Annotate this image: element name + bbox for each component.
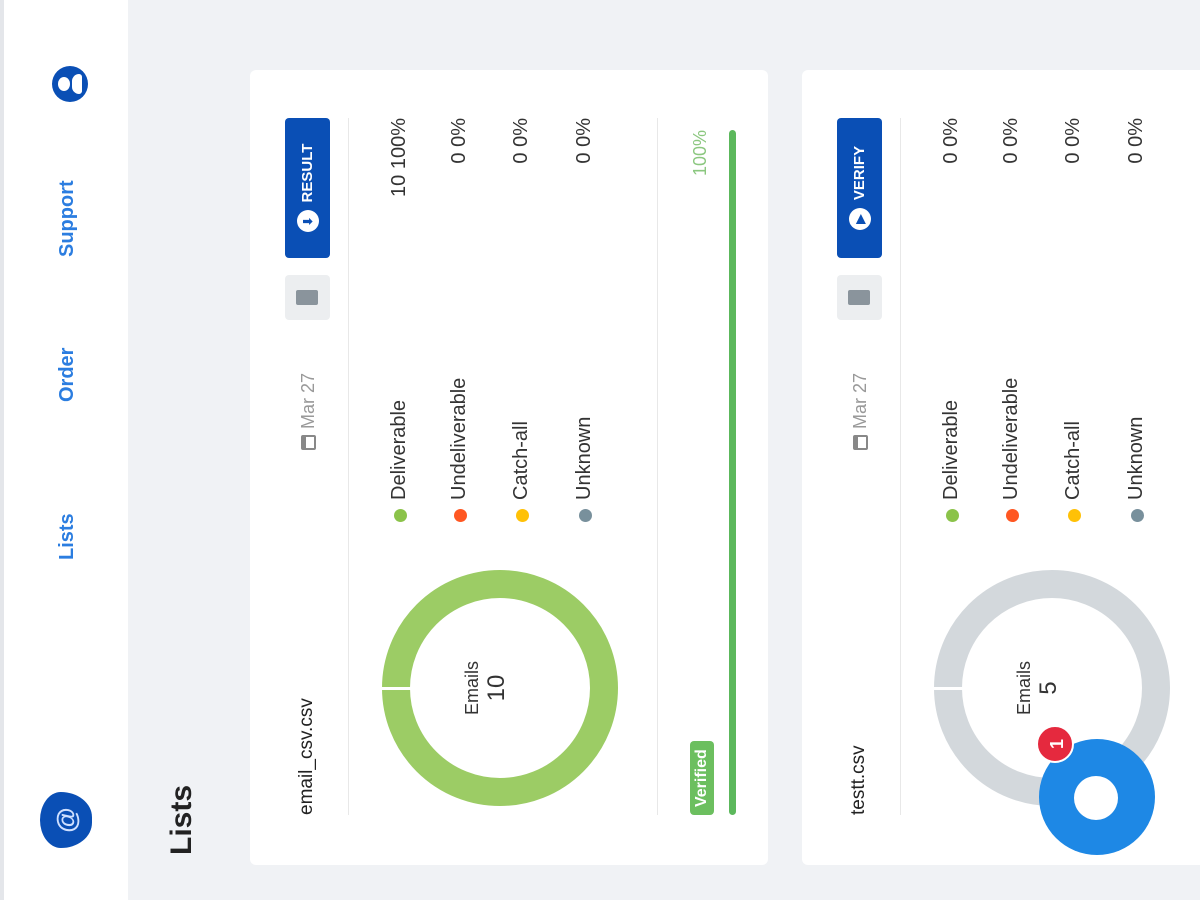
legend-row: Undeliverable 0 0%	[445, 118, 475, 522]
legend-label: Catch-all	[1062, 421, 1084, 500]
button-label: RESULT	[299, 143, 316, 203]
legend-value: 0 0%	[448, 118, 470, 164]
legend-row: Deliverable 10 100%	[385, 118, 415, 522]
chat-unread-badge: 1	[1036, 725, 1074, 763]
list-filename[interactable]: testt.csv	[848, 745, 869, 815]
result-button[interactable]: ⬇ RESULT	[285, 118, 330, 258]
emails-label: Emails	[1014, 661, 1034, 716]
legend-row: Catch-all 0 0%	[1059, 118, 1089, 522]
legend-label: Undeliverable	[1000, 377, 1022, 500]
legend-value: 0 0%	[1000, 118, 1022, 164]
progress-label: 100%	[690, 130, 710, 177]
cloud-download-icon: ⬇	[296, 210, 319, 233]
legend-value: 10 100%	[388, 118, 410, 197]
button-label: VERIFY	[851, 145, 868, 201]
clipboard-button[interactable]	[837, 275, 882, 320]
list-date: Mar 27	[850, 373, 871, 450]
play-icon: ▶	[848, 208, 871, 231]
dot-icon	[394, 509, 407, 522]
list-card: email_csv.csv Mar 27 ⬇ RESULT Emails 10 De…	[250, 70, 768, 865]
verify-button[interactable]: ▶ VERIFY	[837, 118, 882, 258]
legend-label: Deliverable	[388, 399, 410, 500]
user-icon[interactable]	[52, 66, 88, 102]
dot-icon	[1006, 509, 1019, 522]
list-filename[interactable]: email_csv.csv	[296, 698, 317, 815]
divider	[900, 118, 901, 815]
dot-icon	[1131, 509, 1144, 522]
progress-fill	[729, 130, 736, 815]
legend-row: Unknown 0 0%	[1122, 118, 1152, 522]
dot-icon	[516, 509, 529, 522]
list-date: Mar 27	[298, 373, 319, 450]
donut-chart	[382, 570, 618, 806]
legend-value: 0 0%	[573, 118, 595, 164]
legend-value: 0 0%	[1125, 118, 1147, 164]
donut-label: Emails 10	[462, 570, 511, 806]
nav-support[interactable]: Support	[56, 180, 78, 257]
donut-gap	[382, 687, 412, 690]
calendar-icon	[853, 435, 868, 450]
legend-label: Deliverable	[940, 399, 962, 500]
clipboard-button[interactable]	[285, 275, 330, 320]
chat-bubble-icon	[1074, 776, 1118, 820]
progress-bar	[729, 130, 736, 815]
calendar-icon	[301, 435, 316, 450]
divider	[657, 118, 658, 815]
legend-value: 0 0%	[510, 118, 532, 164]
dot-icon	[946, 509, 959, 522]
dot-icon	[1068, 509, 1081, 522]
divider	[348, 118, 349, 815]
date-text: Mar 27	[850, 372, 870, 429]
top-nav: @ Lists Order Support	[0, 0, 128, 900]
emails-label: Emails	[462, 661, 482, 716]
legend-row: Undeliverable 0 0%	[997, 118, 1027, 522]
list-card: testt.csv Mar 27 ▶ VERIFY Emails 5 Deliver…	[802, 70, 1200, 865]
emails-count: 10	[483, 674, 510, 702]
legend-row: Deliverable 0 0%	[937, 118, 967, 522]
dot-icon	[579, 509, 592, 522]
status-badge: Verified	[690, 741, 714, 815]
legend-label: Unknown	[573, 416, 595, 500]
page-title: Lists	[165, 784, 198, 855]
legend-row: Catch-all 0 0%	[507, 118, 537, 522]
legend-label: Unknown	[1125, 416, 1147, 500]
legend-label: Catch-all	[510, 421, 532, 500]
dot-icon	[454, 509, 467, 522]
donut-gap	[934, 687, 964, 690]
nav-lists[interactable]: Lists	[56, 513, 78, 560]
logo-icon[interactable]: @	[40, 792, 92, 848]
date-text: Mar 27	[298, 372, 318, 429]
legend-value: 0 0%	[940, 118, 962, 164]
legend-label: Undeliverable	[448, 377, 470, 500]
legend-value: 0 0%	[1062, 118, 1084, 164]
nav-order[interactable]: Order	[56, 347, 78, 402]
legend-row: Unknown 0 0%	[570, 118, 600, 522]
